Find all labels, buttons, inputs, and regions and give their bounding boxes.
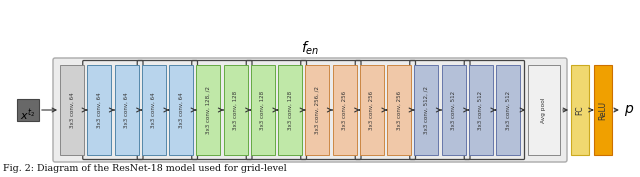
- Bar: [387, 65, 411, 155]
- Text: 3x3 conv, 64: 3x3 conv, 64: [124, 92, 129, 128]
- Text: 3x3 conv, 256: 3x3 conv, 256: [369, 90, 374, 130]
- Text: 3x3 conv, 128: 3x3 conv, 128: [287, 90, 292, 130]
- Text: $x^{t_2}$: $x^{t_2}$: [20, 107, 36, 123]
- Text: 3x3 conv, 512: 3x3 conv, 512: [451, 90, 456, 130]
- Text: 3x3 conv, 512, /2: 3x3 conv, 512, /2: [424, 86, 429, 134]
- Text: FC: FC: [575, 105, 584, 115]
- Text: Fig. 2: Diagram of the ResNet-18 model used for grid-level: Fig. 2: Diagram of the ResNet-18 model u…: [3, 164, 287, 173]
- Text: Avg pool: Avg pool: [541, 97, 547, 123]
- Text: 3x3 conv, 256: 3x3 conv, 256: [342, 90, 347, 130]
- Text: 3x3 conv, 64: 3x3 conv, 64: [151, 92, 156, 128]
- Bar: [223, 65, 248, 155]
- Text: 3x3 conv, 256, /2: 3x3 conv, 256, /2: [315, 86, 320, 134]
- Bar: [87, 65, 111, 155]
- Text: $p$: $p$: [624, 102, 634, 118]
- Bar: [333, 65, 356, 155]
- Text: 3x3 conv, 64: 3x3 conv, 64: [97, 92, 102, 128]
- Text: 3x3 conv, 64: 3x3 conv, 64: [70, 92, 74, 128]
- Bar: [196, 65, 220, 155]
- FancyBboxPatch shape: [53, 58, 567, 162]
- Text: 3x3 conv, 512: 3x3 conv, 512: [506, 90, 511, 130]
- Bar: [496, 65, 520, 155]
- Bar: [528, 65, 560, 155]
- Bar: [17, 99, 39, 121]
- Text: 3x3 conv, 64: 3x3 conv, 64: [179, 92, 184, 128]
- Bar: [169, 65, 193, 155]
- Text: 3x3 conv, 256: 3x3 conv, 256: [397, 90, 401, 130]
- Bar: [60, 65, 84, 155]
- Text: 3x3 conv, 128: 3x3 conv, 128: [233, 90, 238, 130]
- Text: 3x3 conv, 512: 3x3 conv, 512: [478, 90, 483, 130]
- Bar: [571, 65, 589, 155]
- Text: 3x3 conv, 128, /2: 3x3 conv, 128, /2: [205, 86, 211, 134]
- Bar: [251, 65, 275, 155]
- Bar: [115, 65, 138, 155]
- Bar: [305, 65, 329, 155]
- Bar: [360, 65, 384, 155]
- Text: 3x3 conv, 128: 3x3 conv, 128: [260, 90, 265, 130]
- Bar: [442, 65, 465, 155]
- Text: $f_{en}$: $f_{en}$: [301, 40, 319, 57]
- Bar: [414, 65, 438, 155]
- Bar: [278, 65, 302, 155]
- Bar: [141, 65, 166, 155]
- Bar: [594, 65, 612, 155]
- Text: ReLU: ReLU: [598, 101, 607, 119]
- Bar: [468, 65, 493, 155]
